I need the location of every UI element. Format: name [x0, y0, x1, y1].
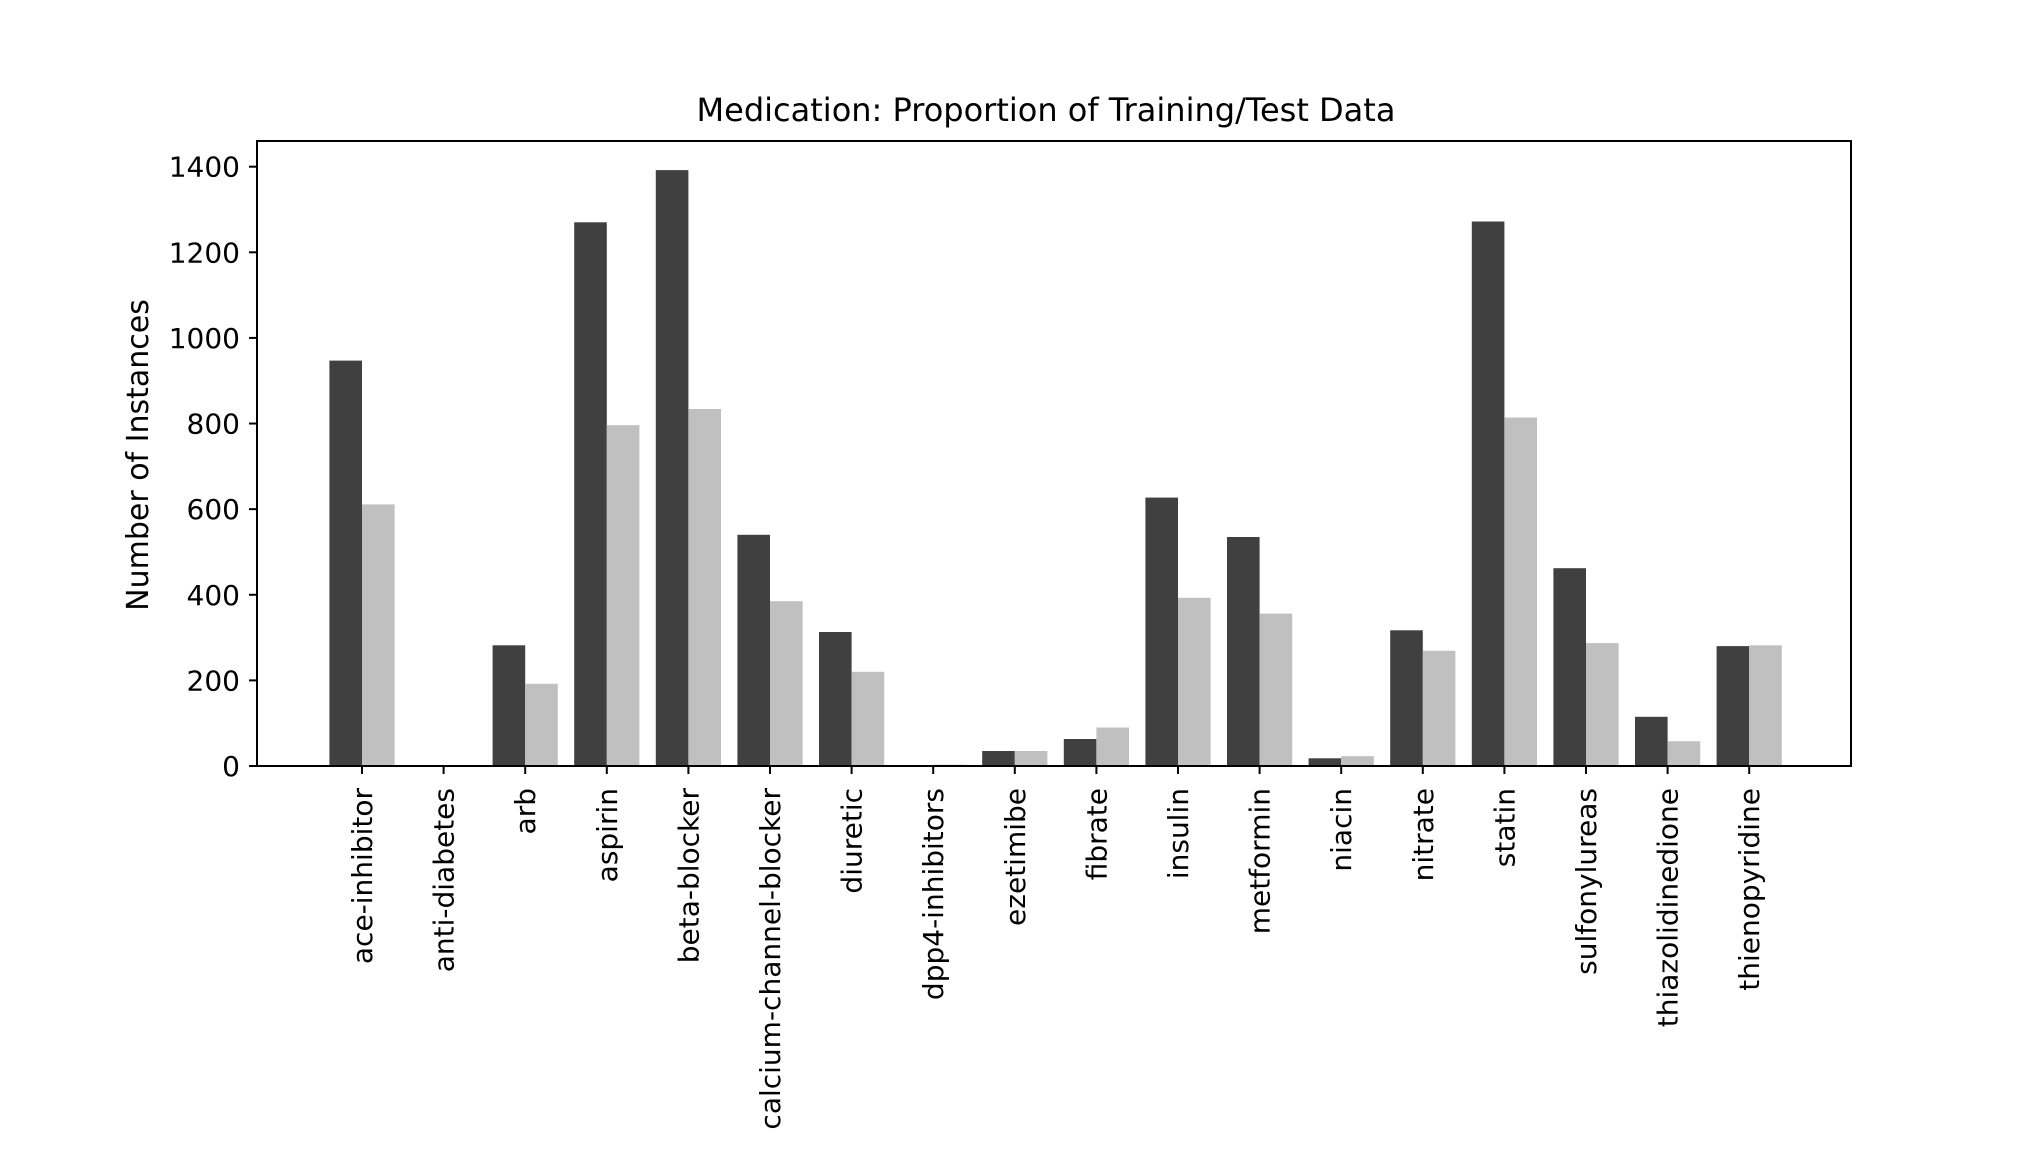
y-tick-label: 600 — [187, 493, 240, 526]
chart-title: Medication: Proportion of Training/Test … — [697, 91, 1396, 129]
y-tick-label: 1200 — [169, 236, 240, 269]
plot-frame — [256, 140, 1852, 767]
bar-series2-thienopyridine — [1749, 645, 1782, 766]
x-axis: ace-inhibitor anti-diabetes arb aspirin beta… — [346, 766, 1766, 1130]
bar-series2-statin — [1504, 417, 1537, 766]
x-tick-label: ace-inhibitor — [346, 788, 379, 965]
x-tick-label: anti-diabetes — [428, 788, 461, 972]
bar-series1-fibrate — [1063, 739, 1097, 766]
y-tick-label: 400 — [187, 579, 240, 612]
bar-series2-nitrate — [1422, 650, 1456, 766]
bar-series2-ace-inhibitor — [362, 504, 395, 766]
y-tick-label: 200 — [187, 664, 240, 697]
bar-series1-calcium-channel-blocker — [737, 534, 770, 766]
x-tick-label: beta-blocker — [672, 788, 705, 964]
bar-series1-ace-inhibitor — [329, 360, 362, 766]
y-axis-label: Number of Instances — [121, 299, 156, 611]
x-tick-label: dpp4-inhibitors — [917, 788, 950, 1000]
bar-series1-statin — [1471, 221, 1505, 766]
bar-series1-beta-blocker — [655, 170, 689, 767]
x-tick-label: nitrate — [1407, 788, 1440, 881]
y-tick-label: 800 — [187, 408, 240, 441]
x-tick-label: ezetimibe — [999, 788, 1032, 926]
bar-series1-thienopyridine — [1716, 646, 1750, 766]
bar-series2-sulfonylureas — [1586, 643, 1619, 766]
bar-series1-sulfonylureas — [1553, 568, 1586, 766]
x-tick-label: sulfonylureas — [1570, 788, 1603, 975]
bar-series2-thiazolidinedione — [1667, 741, 1701, 766]
x-tick-label: calcium-channel-blocker — [754, 788, 787, 1130]
y-tick-label: 0 — [222, 750, 240, 783]
bar-series2-aspirin — [606, 425, 640, 766]
bar-series2-ezetimibe — [1014, 751, 1048, 766]
bar-series2-niacin — [1341, 756, 1374, 766]
x-tick-label: insulin — [1162, 788, 1195, 879]
bar-series1-metformin — [1227, 537, 1260, 766]
x-tick-label: thienopyridine — [1733, 788, 1766, 991]
x-tick-label: diuretic — [836, 788, 869, 894]
x-tick-label: thiazolidinedione — [1652, 788, 1685, 1027]
x-tick-label: niacin — [1325, 788, 1358, 872]
bar-series1-aspirin — [574, 222, 607, 767]
bar-series1-ezetimibe — [982, 751, 1015, 766]
bar-series2-metformin — [1259, 613, 1293, 766]
bar-series1-niacin — [1308, 758, 1342, 766]
bar-series2-beta-blocker — [688, 409, 721, 766]
bar-series1-diuretic — [819, 632, 852, 766]
x-tick-label: aspirin — [591, 788, 624, 882]
bar-series2-diuretic — [851, 671, 885, 766]
bar-series1-thiazolidinedione — [1635, 716, 1668, 766]
bar-series1-arb — [492, 645, 526, 766]
x-tick-label: fibrate — [1080, 788, 1113, 880]
bar-series2-fibrate — [1096, 727, 1129, 766]
bar-series2-calcium-channel-blocker — [770, 601, 803, 766]
y-tick-label: 1400 — [169, 151, 240, 184]
y-tick-label: 1000 — [169, 322, 240, 355]
x-tick-label: metformin — [1244, 788, 1277, 934]
bar-series1-nitrate — [1390, 630, 1423, 766]
y-axis: 0 200 400 600 800 1000 1200 1400 — [169, 151, 257, 783]
x-tick-label: arb — [509, 788, 542, 834]
bars-layer — [329, 170, 1782, 767]
bar-series2-arb — [525, 683, 558, 766]
bar-series1-insulin — [1145, 497, 1178, 766]
bar-series2-insulin — [1178, 597, 1211, 766]
x-tick-label: statin — [1488, 788, 1521, 867]
